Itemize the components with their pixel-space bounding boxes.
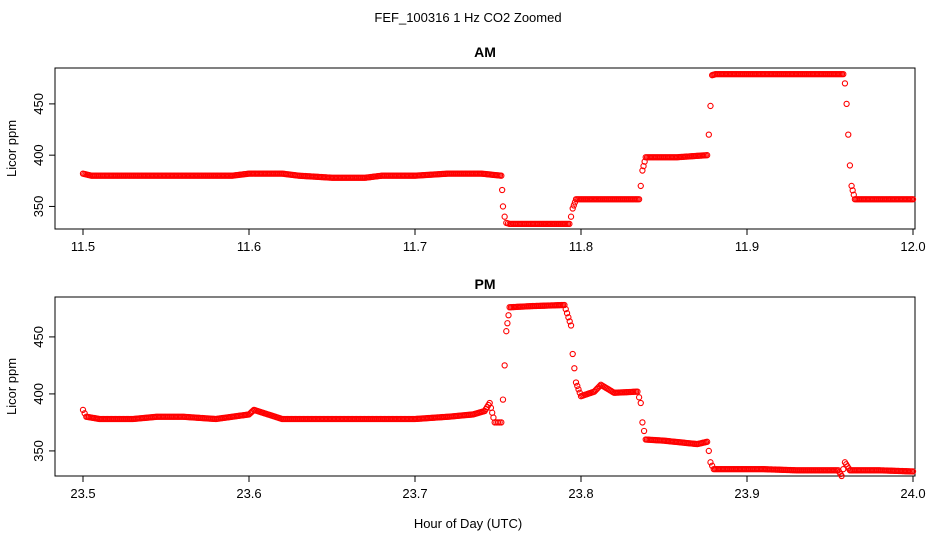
data-point <box>498 419 505 426</box>
data-point <box>569 350 576 358</box>
data-point <box>843 100 850 108</box>
x-tick-label: 23.8 <box>568 486 593 501</box>
x-tick-label: 11.7 <box>403 239 427 254</box>
data-point <box>79 406 87 414</box>
y-tick-label: 400 <box>31 144 46 166</box>
data-point <box>566 318 573 325</box>
data-point <box>81 410 88 417</box>
x-tick-label: 23.6 <box>236 486 261 501</box>
data-point <box>705 131 712 138</box>
data-point <box>501 362 508 369</box>
data-point <box>707 102 714 110</box>
x-tick-label: 23.9 <box>734 486 759 501</box>
data-point <box>639 419 646 426</box>
data-point <box>838 472 845 480</box>
y-axis-label: Licor ppm <box>4 120 19 177</box>
x-tick-label: 23.7 <box>402 486 427 501</box>
data-point <box>504 320 511 327</box>
x-tick-label: 23.5 <box>70 486 95 501</box>
data-point <box>640 427 648 435</box>
data-point <box>499 396 507 403</box>
x-tick-label: 11.6 <box>237 239 261 254</box>
x-tick-label: 11.8 <box>569 239 593 254</box>
panel-pm: PM Licor ppm 23.5 23.6 23.7 23.8 23.9 24.0 350 40… <box>4 276 926 501</box>
data-point <box>840 71 847 78</box>
data-point <box>704 152 711 159</box>
data-point <box>635 196 643 203</box>
y-axis-label: Licor ppm <box>4 358 19 415</box>
data-point <box>845 131 852 138</box>
data-point <box>565 314 572 321</box>
y-tick-label: 450 <box>31 93 46 115</box>
data-point <box>637 182 644 190</box>
data-point <box>909 196 917 203</box>
data-point <box>575 386 582 393</box>
data-point <box>574 382 581 390</box>
x-tick-label: 24.0 <box>900 486 925 501</box>
data-points <box>79 301 917 480</box>
x-tick-label: 11.9 <box>735 239 759 254</box>
data-point <box>707 459 714 466</box>
panel-title: PM <box>475 276 496 292</box>
data-point <box>562 305 569 313</box>
data-point <box>634 388 641 395</box>
data-point <box>705 447 712 455</box>
data-point <box>846 162 854 169</box>
x-tick-label: 12.0 <box>900 239 925 254</box>
panel-title: AM <box>474 44 496 60</box>
panel-am: AM Licor ppm 11.5 11.6 11.7 11.8 11.9 12.0 350 40… <box>4 44 926 254</box>
data-point <box>503 328 510 335</box>
data-point <box>499 203 507 210</box>
data-point <box>569 205 576 212</box>
plot-frame <box>54 67 916 230</box>
data-points <box>79 71 917 228</box>
y-tick-label: 350 <box>31 440 46 462</box>
y-tick-label: 350 <box>31 196 46 218</box>
data-point <box>637 399 644 407</box>
data-point <box>505 312 512 319</box>
figure-title: FEF_100316 1 Hz CO2 Zoomed <box>374 10 561 25</box>
data-point <box>635 394 643 401</box>
y-tick-label: 400 <box>31 383 46 405</box>
x-tick-label: 11.5 <box>71 239 95 254</box>
data-point <box>498 186 506 194</box>
data-point <box>563 310 571 317</box>
data-point <box>704 438 711 445</box>
data-point <box>572 379 580 386</box>
data-point <box>571 365 578 372</box>
data-point <box>567 213 575 220</box>
data-point <box>561 301 568 309</box>
y-tick-label: 450 <box>31 326 46 348</box>
x-axis-label: Hour of Day (UTC) <box>414 516 522 531</box>
data-point <box>567 322 575 329</box>
chart-panels: AM Licor ppm 11.5 11.6 11.7 11.8 11.9 12.0 350 40… <box>4 44 926 501</box>
data-point <box>570 202 577 209</box>
data-point <box>498 172 505 179</box>
data-point <box>501 213 508 220</box>
data-point <box>909 468 917 475</box>
data-point <box>841 80 849 87</box>
data-point <box>566 220 573 228</box>
plot-frame <box>54 296 916 477</box>
